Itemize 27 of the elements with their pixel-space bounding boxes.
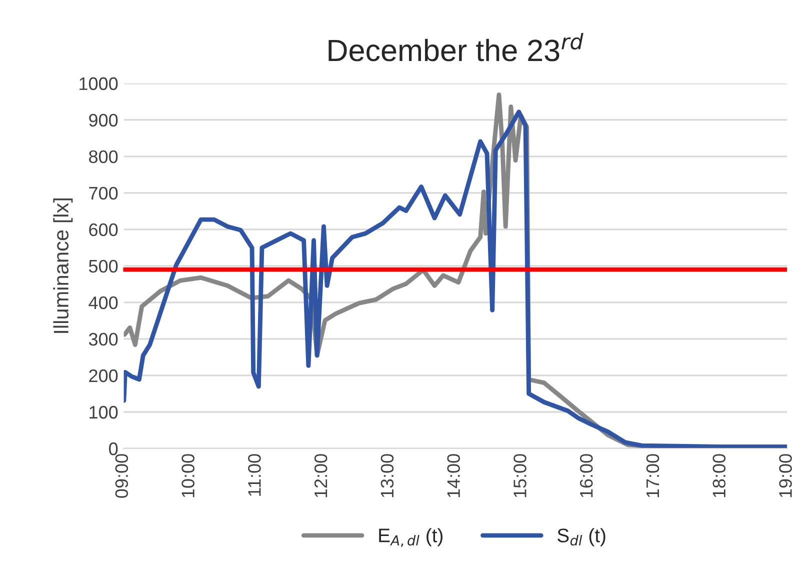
legend-label: E$_{A,dl}$ (t): [379, 528, 442, 547]
y-tick-label: 200: [89, 369, 118, 382]
x-tick-label: 17:00: [646, 454, 660, 498]
y-tick-label: 600: [89, 223, 118, 236]
x-tick-label: 12:00: [314, 454, 328, 498]
y-tick-label: 100: [90, 406, 118, 419]
x-tick-label: 16:00: [580, 454, 593, 498]
x-tick-label: 09:00: [115, 454, 128, 498]
x-tick-label: 11:00: [248, 454, 261, 496]
line-series: [123, 110, 788, 448]
y-tick-label: 400: [88, 296, 118, 310]
y-tick-label: 1000: [80, 77, 118, 90]
y-tick-label: 700: [89, 186, 118, 200]
x-tick-label: 13:00: [380, 454, 394, 498]
legend-label: S$_{dl}$ (t): [558, 528, 606, 546]
y-tick-label: 0: [109, 442, 118, 456]
y-tick-label: 500: [88, 260, 118, 273]
x-tick-label: 10:00: [182, 454, 194, 498]
y-axis-title: Illuminance [lx]: [53, 198, 73, 333]
y-tick-label: 300: [88, 332, 118, 346]
y-tick-label: 900: [89, 114, 118, 127]
x-tick-label: 19:00: [779, 454, 792, 498]
chart-title: December the 23$^{rd}$: [328, 33, 584, 62]
y-tick-label: 800: [89, 150, 118, 164]
x-tick-label: 15:00: [514, 454, 526, 498]
x-tick-label: 18:00: [712, 454, 726, 498]
x-tick-label: 14:00: [447, 454, 460, 498]
